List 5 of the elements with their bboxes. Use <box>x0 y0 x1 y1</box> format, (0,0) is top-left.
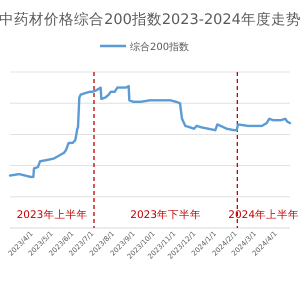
annotation: 2023年下半年 <box>130 208 202 221</box>
annotation: 2024年上半年 <box>228 208 300 221</box>
legend-label: 综合200指数 <box>130 41 190 53</box>
annotation: 2023年上半年 <box>16 208 88 221</box>
chart-title: 中药材价格综合200指数2023-2024年度走势 <box>0 11 300 28</box>
